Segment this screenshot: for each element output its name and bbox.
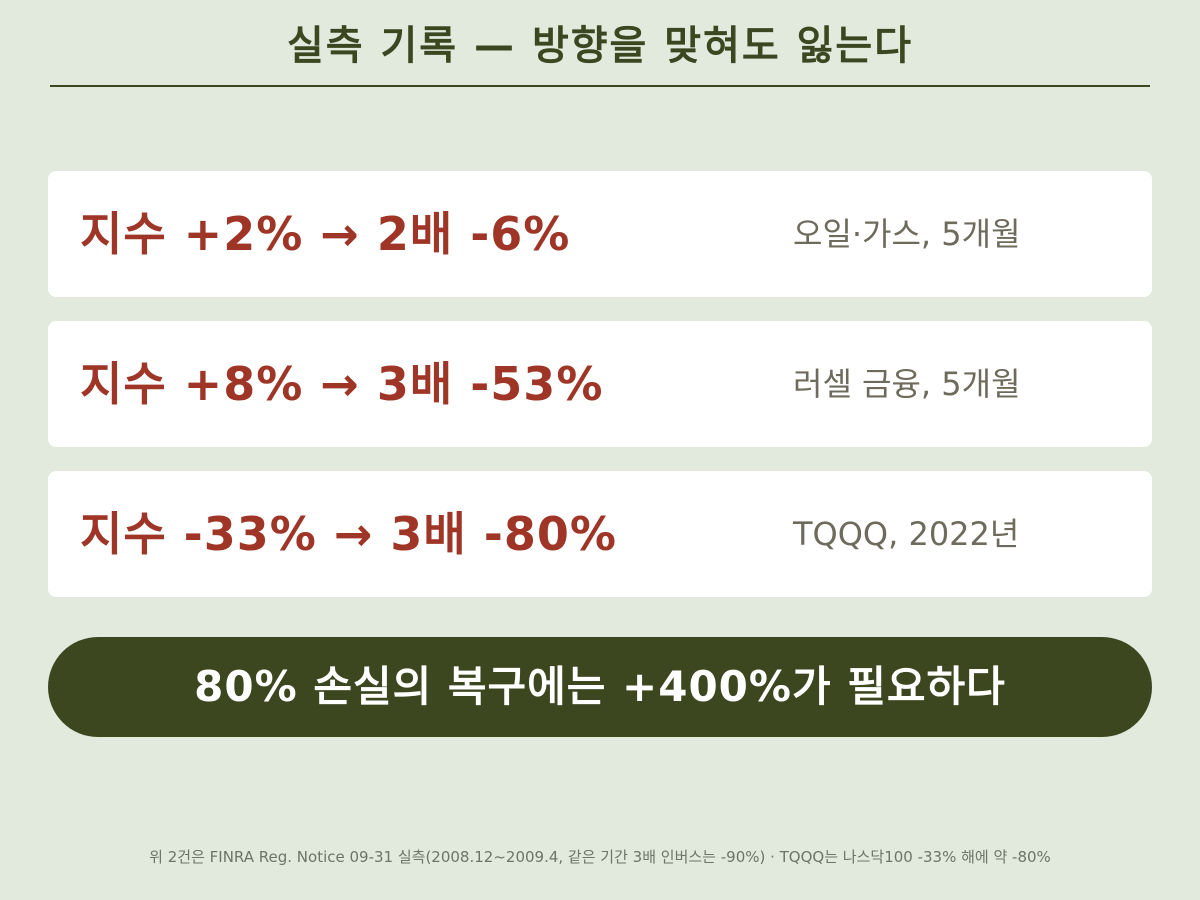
record-source: TQQQ, 2022년 — [793, 515, 1020, 553]
record-card: 지수 +2% → 2배 -6% 오일·가스, 5개월 — [48, 171, 1152, 297]
record-card: 지수 -33% → 3배 -80% TQQQ, 2022년 — [48, 471, 1152, 597]
title-divider — [50, 85, 1150, 87]
record-result: 지수 -33% → 3배 -80% — [80, 507, 617, 561]
source-footnote: 위 2건은 FINRA Reg. Notice 09-31 실측(2008.12… — [149, 848, 1051, 866]
record-result: 지수 +8% → 3배 -53% — [80, 357, 604, 411]
page-title: 실측 기록 — 방향을 맞혀도 잃는다 — [286, 23, 914, 69]
record-card: 지수 +8% → 3배 -53% 러셀 금융, 5개월 — [48, 321, 1152, 447]
record-source: 오일·가스, 5개월 — [793, 215, 1021, 253]
record-result: 지수 +2% → 2배 -6% — [80, 207, 571, 261]
conclusion-banner: 80% 손실의 복구에는 +400%가 필요하다 — [48, 637, 1152, 737]
record-source: 러셀 금융, 5개월 — [793, 365, 1021, 403]
